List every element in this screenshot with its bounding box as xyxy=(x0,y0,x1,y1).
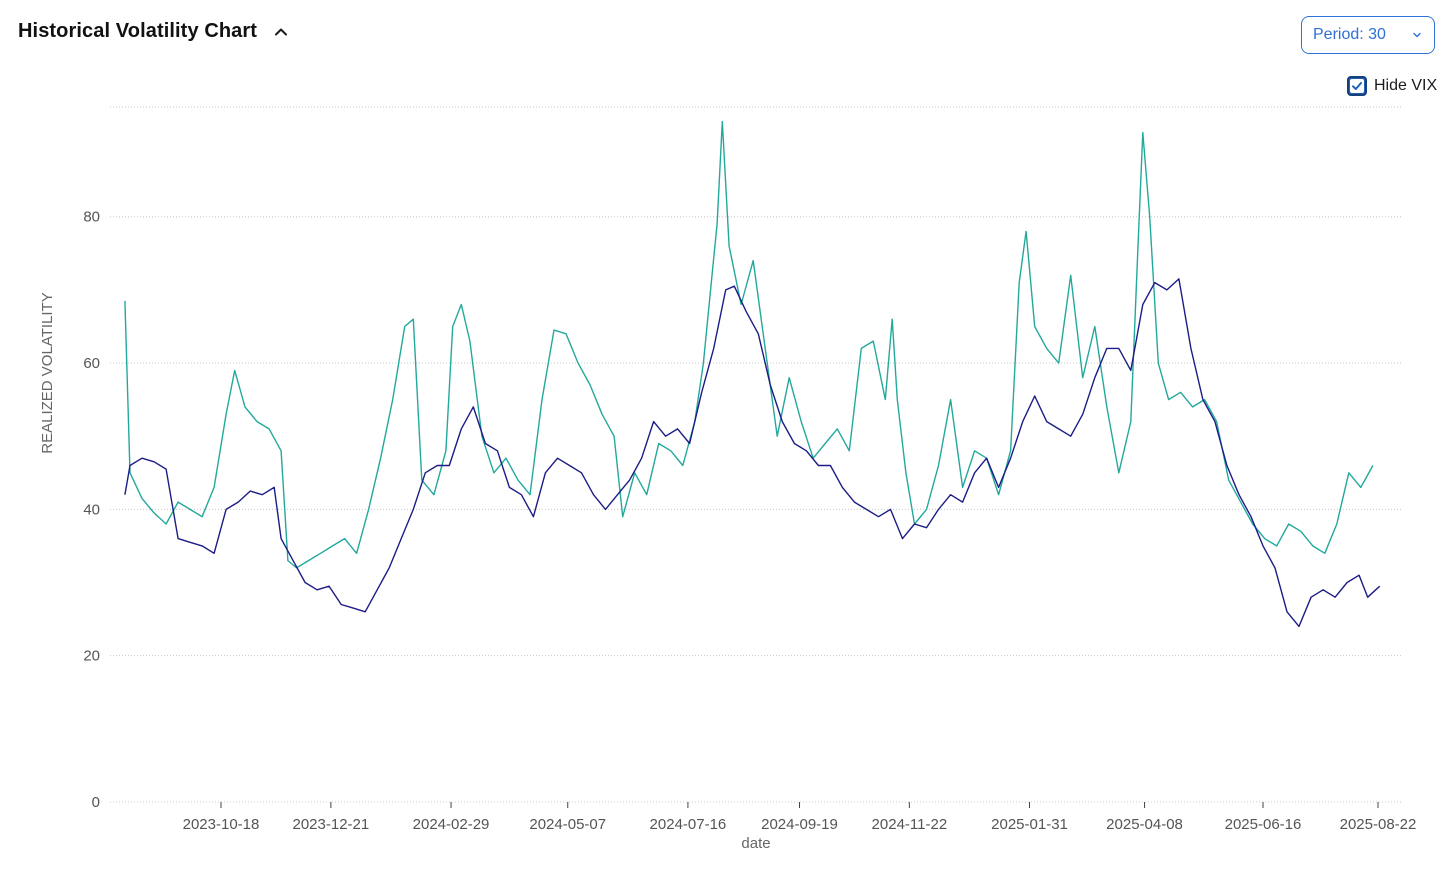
y-tick-label: 20 xyxy=(83,648,100,665)
y-tick-label: 60 xyxy=(83,355,100,372)
hide-vix-label: Hide VIX xyxy=(1374,77,1438,94)
x-tick-label: 2025-06-16 xyxy=(1225,816,1302,833)
series-line-1 xyxy=(124,120,1374,569)
chevron-down-icon xyxy=(1413,32,1421,38)
x-tick-label: 2023-10-18 xyxy=(183,816,260,833)
chart-title: Historical Volatility Chart xyxy=(18,20,258,42)
x-tick-label: 2025-01-31 xyxy=(991,816,1068,833)
chevron-up-icon[interactable] xyxy=(271,22,291,42)
hide-vix-checkbox[interactable] xyxy=(1347,76,1367,96)
period-select-label: Period: 30 xyxy=(1313,26,1386,43)
x-axis-label: date xyxy=(741,835,770,852)
x-tick-label: 2024-07-16 xyxy=(650,816,727,833)
x-tick-label: 2024-05-07 xyxy=(529,816,606,833)
x-tick-label: 2024-02-29 xyxy=(413,816,490,833)
y-tick-label: 0 xyxy=(92,794,100,811)
series-line-2 xyxy=(124,278,1381,628)
x-tick-label: 2023-12-21 xyxy=(292,816,369,833)
checkmark-icon xyxy=(1352,82,1362,90)
x-tick-label: 2024-09-19 xyxy=(761,816,838,833)
x-tick-label: 2025-04-08 xyxy=(1106,816,1183,833)
y-tick-label: 40 xyxy=(83,501,100,518)
y-axis-label: REALIZED VOLATILITY xyxy=(39,292,56,453)
period-select[interactable]: Period: 30 xyxy=(1301,16,1435,54)
chart-header: Historical Volatility Chart xyxy=(18,20,291,43)
x-tick-label: 2025-08-22 xyxy=(1340,816,1417,833)
x-tick-label: 2024-11-22 xyxy=(872,816,948,833)
y-tick-label: 80 xyxy=(83,209,100,226)
hide-vix-toggle[interactable]: Hide VIX xyxy=(1347,76,1437,96)
